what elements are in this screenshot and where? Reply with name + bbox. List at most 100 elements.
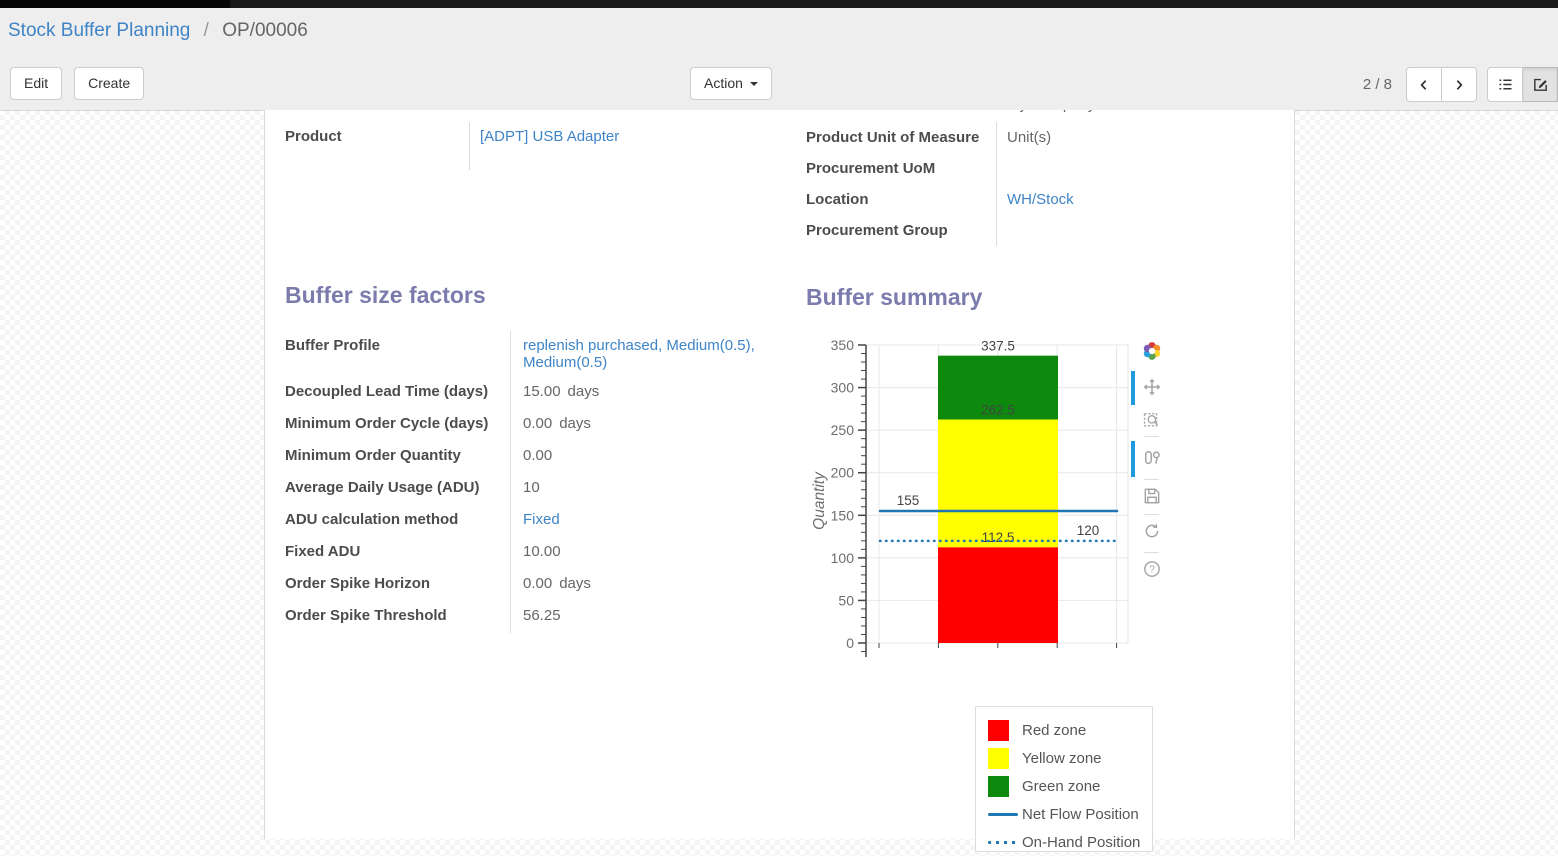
caret-down-icon — [749, 82, 758, 87]
reset-axes-icon[interactable] — [1142, 521, 1162, 541]
field-unit: days — [559, 575, 591, 592]
green-zone-swatch — [988, 775, 1009, 797]
field-label: Decoupled Lead Time (days) — [285, 377, 511, 409]
pager-previous-button[interactable] — [1406, 67, 1442, 102]
form-view-button[interactable] — [1523, 67, 1558, 102]
legend-item-green-zone[interactable]: Green zone — [988, 772, 1152, 800]
field-value: 0.00 — [523, 415, 553, 432]
product-link[interactable]: [ADPT] USB Adapter — [480, 128, 620, 145]
svg-text:0: 0 — [846, 635, 854, 651]
action-dropdown-button[interactable]: Action — [690, 67, 772, 100]
field-value — [997, 153, 1276, 184]
buffer-size-factors-section: Buffer size factors Buffer Profile reple… — [285, 282, 785, 633]
field-value — [997, 215, 1276, 246]
pager-next-button[interactable] — [1442, 67, 1477, 102]
list-view-button[interactable] — [1487, 67, 1523, 102]
svg-text:155: 155 — [897, 493, 920, 508]
svg-text:300: 300 — [831, 380, 855, 396]
field-label: Order Spike Horizon — [285, 569, 511, 601]
chevron-right-icon — [1456, 79, 1463, 90]
plotly-logo-icon[interactable] — [1142, 341, 1162, 361]
legend-item-yellow-zone[interactable]: Yellow zone — [988, 744, 1152, 772]
svg-text:350: 350 — [831, 337, 855, 353]
svg-text:337.5: 337.5 — [981, 339, 1015, 354]
pan-icon[interactable] — [1142, 377, 1162, 397]
yellow-zone-swatch — [988, 747, 1009, 769]
modebar-divider — [1144, 552, 1159, 553]
svg-text:?: ? — [1149, 565, 1155, 576]
field-value: 0.00 — [523, 575, 553, 592]
svg-text:120: 120 — [1077, 523, 1100, 538]
edit-button[interactable]: Edit — [10, 67, 63, 100]
field-value: Unit(s) — [1007, 129, 1052, 146]
list-view-icon — [1498, 79, 1512, 90]
help-icon[interactable]: ? — [1142, 559, 1162, 579]
legend-item-net-flow[interactable]: Net Flow Position — [988, 800, 1152, 828]
field-value: 10.00 — [523, 543, 561, 560]
svg-text:200: 200 — [831, 465, 855, 481]
field-value: 56.25 — [523, 607, 561, 624]
adu-method-link[interactable]: Fixed — [523, 511, 560, 528]
red-zone-swatch — [988, 719, 1009, 741]
breadcrumb: Stock Buffer Planning / OP/00006 — [8, 20, 308, 42]
control-panel: Stock Buffer Planning / OP/00006 Edit Cr… — [0, 8, 1558, 111]
svg-text:Quantity: Quantity — [811, 471, 828, 530]
save-snapshot-icon[interactable] — [1142, 486, 1162, 506]
breadcrumb-separator: / — [203, 20, 209, 41]
section-title: Buffer size factors — [285, 282, 486, 308]
field-label: Product Unit of Measure — [806, 122, 997, 153]
field-value: 15.00 — [523, 383, 561, 400]
field-label: Procurement Group — [806, 215, 997, 246]
field-label: Procurement UoM — [806, 153, 997, 184]
field-label: Location — [806, 184, 997, 215]
dotted-line-swatch — [988, 840, 1018, 844]
top-navbar — [0, 0, 1558, 8]
location-link[interactable]: WH/Stock — [1007, 191, 1074, 208]
field-value: 0.00 — [523, 447, 553, 464]
legend-item-on-hand[interactable]: On-Hand Position — [988, 828, 1152, 856]
form-sheet: My Company Product [ADPT] USB Adapter Pr… — [264, 110, 1295, 852]
field-label: Fixed ADU — [285, 537, 511, 569]
navbar-left-segment — [0, 0, 230, 8]
solid-line-swatch — [988, 812, 1018, 816]
svg-text:250: 250 — [831, 422, 855, 438]
breadcrumb-current: OP/00006 — [222, 20, 308, 41]
field-label: ADU calculation method — [285, 505, 511, 537]
modebar-divider — [1144, 514, 1159, 515]
buffer-summary-section: Buffer summary 112.5 262.5 337.5 155 120 0 50 1… — [806, 284, 1295, 852]
pager-counter: 2 / 8 — [1362, 76, 1392, 93]
field-value: 10 — [523, 479, 540, 496]
product-group: Product [ADPT] USB Adapter — [285, 122, 785, 170]
clipped-company-row: My Company — [1007, 110, 1207, 114]
field-label: Average Daily Usage (ADU) — [285, 473, 511, 505]
modebar-active-indicator — [1131, 371, 1135, 405]
field-label: Buffer Profile — [285, 331, 511, 377]
svg-text:100: 100 — [831, 550, 855, 566]
buffer-chart[interactable]: 112.5 262.5 337.5 155 120 0 50 100 150 200 250 300 3… — [806, 333, 1146, 673]
form-view-icon — [1533, 78, 1547, 91]
legend-item-red-zone[interactable]: Red zone — [988, 716, 1152, 744]
field-label: Order Spike Threshold — [285, 601, 511, 633]
chart-legend: Red zone Yellow zone Green zone Net Flow… — [975, 706, 1153, 852]
field-label: Product — [285, 122, 470, 170]
procurement-group: Product Unit of Measure Unit(s) Procurem… — [806, 122, 1276, 246]
toggle-hover-compare-icon[interactable] — [1142, 448, 1162, 468]
pager-buttons — [1406, 67, 1477, 102]
create-button[interactable]: Create — [74, 67, 145, 100]
box-zoom-icon[interactable] — [1142, 410, 1162, 430]
modebar-divider — [1144, 479, 1159, 480]
svg-text:112.5: 112.5 — [982, 530, 1015, 545]
buffer-chart-area: 112.5 262.5 337.5 155 120 0 50 100 150 200 250 300 3… — [806, 333, 1295, 852]
svg-text:262.5: 262.5 — [981, 403, 1015, 418]
modebar-active-indicator — [1131, 441, 1135, 477]
field-unit: days — [559, 415, 591, 432]
modebar-divider — [1144, 436, 1159, 437]
svg-text:50: 50 — [838, 592, 854, 608]
field-unit: days — [567, 383, 600, 400]
breadcrumb-parent-link[interactable]: Stock Buffer Planning — [8, 20, 191, 41]
svg-text:150: 150 — [831, 507, 855, 523]
field-label: Minimum Order Cycle (days) — [285, 409, 511, 441]
buffer-profile-link[interactable]: replenish purchased, Medium(0.5), Medium… — [523, 337, 755, 371]
chevron-left-icon — [1420, 79, 1427, 90]
field-label: Minimum Order Quantity — [285, 441, 511, 473]
